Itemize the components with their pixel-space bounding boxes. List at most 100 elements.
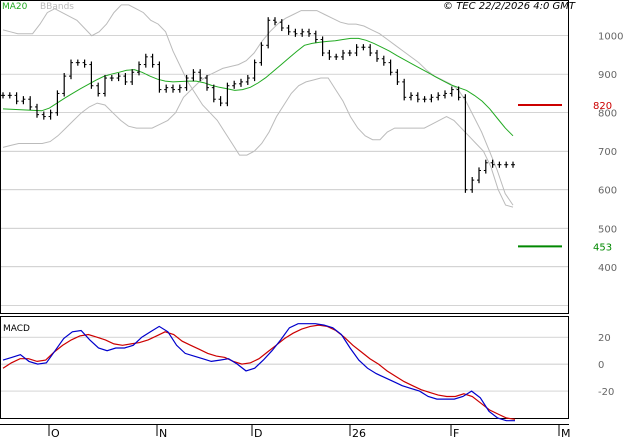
price-bar	[252, 59, 257, 82]
price-bar	[75, 59, 80, 66]
macd-tick-label: -20	[598, 387, 614, 398]
price-tick-label: 700	[598, 147, 617, 158]
ma20-line	[2, 37, 514, 137]
price-bar	[89, 61, 94, 89]
price-bar	[69, 59, 73, 80]
ma20-legend: MA20	[2, 2, 28, 12]
x-tick-label: 26	[352, 427, 366, 440]
price-bar	[191, 69, 196, 82]
x-tick-label: F	[453, 427, 459, 440]
price-grid	[1, 35, 568, 306]
price-bar	[205, 74, 209, 91]
price-bar	[211, 84, 216, 103]
level-lines: 820 453	[518, 101, 612, 253]
price-bar	[429, 94, 434, 103]
price-bar	[96, 82, 101, 97]
price-bar	[259, 42, 264, 66]
copyright-notice: © TEC 22/2/2026 4:0 GMT	[443, 1, 576, 12]
price-bar	[48, 109, 53, 120]
price-bar	[388, 59, 393, 76]
price-bar	[497, 161, 502, 168]
price-tick-label: 800	[598, 109, 617, 120]
price-bar	[368, 44, 373, 57]
price-panel	[0, 0, 569, 314]
bbands-legend: BBands	[40, 2, 74, 12]
price-bar	[273, 17, 277, 26]
price-bar	[198, 69, 203, 82]
price-bar	[395, 69, 400, 85]
price-bar	[483, 159, 488, 174]
price-bar	[422, 96, 427, 103]
price-bar	[354, 44, 359, 57]
bbands-upper	[2, 4, 514, 208]
macd-tick-label: 0	[598, 360, 604, 371]
price-bar	[62, 73, 67, 97]
price-bars	[1, 17, 515, 193]
price-bar	[116, 73, 121, 82]
price-bar	[157, 61, 162, 93]
level-label-453: 453	[593, 242, 612, 253]
price-bar	[177, 84, 182, 93]
price-tick-label: 400	[598, 263, 617, 274]
price-bar	[347, 49, 352, 57]
price-bar	[415, 92, 420, 103]
price-axis: 400 500 600 700 800 900 1000	[598, 32, 623, 274]
x-tick-label: O	[51, 427, 60, 440]
macd-panel	[0, 316, 569, 419]
price-bar	[286, 24, 291, 35]
macd-line	[2, 323, 515, 422]
price-bar	[109, 74, 114, 82]
price-bar	[164, 84, 169, 93]
price-bar	[313, 30, 318, 43]
price-bar	[279, 19, 284, 32]
price-bar	[171, 84, 175, 93]
signal-line	[2, 324, 516, 420]
x-tick-label: M	[561, 427, 571, 440]
price-bar	[55, 90, 60, 116]
price-bar	[21, 96, 26, 105]
price-bar	[1, 92, 5, 99]
price-bar	[511, 161, 515, 168]
price-bar	[456, 86, 461, 101]
price-bar	[14, 92, 19, 105]
price-bar	[82, 59, 87, 68]
macd-axis: -20 0 20	[598, 333, 614, 398]
price-bar	[28, 96, 33, 111]
price-bar	[402, 78, 407, 101]
price-bar	[184, 74, 189, 91]
price-bar	[218, 96, 223, 107]
price-tick-label: 500	[598, 224, 617, 235]
price-bar	[300, 28, 305, 37]
price-bar	[245, 74, 250, 85]
ma20-series	[2, 37, 514, 137]
price-bar	[137, 61, 141, 76]
macd-tick-label: 20	[598, 333, 611, 344]
price-bar	[436, 92, 441, 101]
bbands-lower	[2, 10, 514, 206]
price-bar	[130, 69, 135, 85]
level-label-820: 820	[593, 101, 612, 112]
price-bar	[375, 49, 379, 62]
price-bar	[293, 28, 298, 37]
price-bar	[334, 53, 339, 60]
macd-lines	[2, 323, 516, 422]
price-bar	[463, 94, 468, 193]
x-tick-label: N	[159, 427, 167, 440]
price-bar	[470, 177, 475, 193]
price-bar	[239, 78, 243, 87]
macd-label: MACD	[3, 324, 30, 334]
price-bar	[504, 161, 509, 168]
price-bar	[266, 17, 271, 49]
price-bar	[150, 53, 155, 68]
price-bar	[320, 36, 325, 57]
price-bar	[477, 167, 481, 184]
price-bar	[103, 74, 107, 97]
price-bar	[41, 111, 46, 120]
price-tick-label: 600	[598, 186, 617, 197]
price-bar	[307, 28, 311, 37]
price-tick-label: 900	[598, 70, 617, 81]
price-bar	[225, 82, 230, 107]
price-bar	[443, 90, 447, 99]
price-bar	[409, 92, 413, 101]
